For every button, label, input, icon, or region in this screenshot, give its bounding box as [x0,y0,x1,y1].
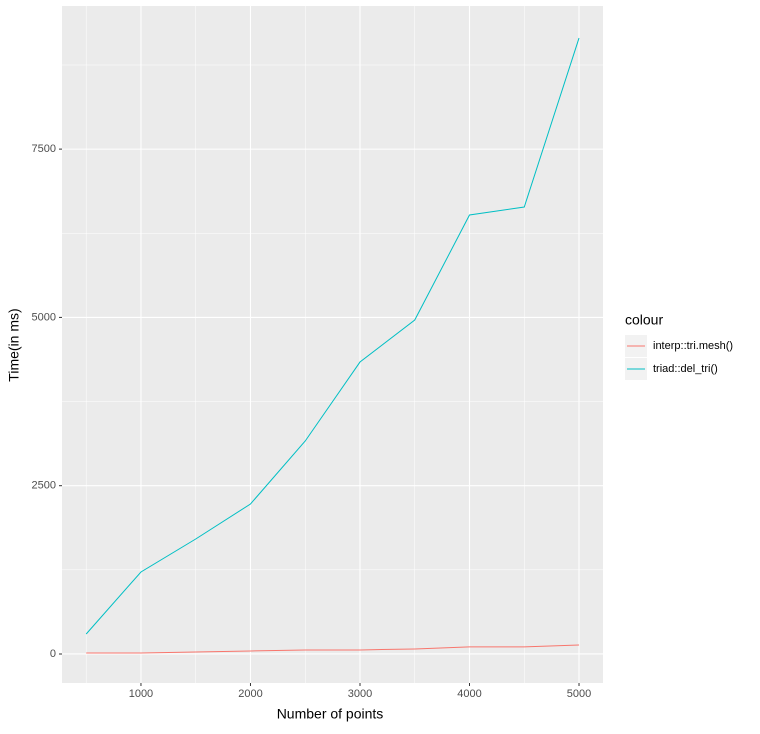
x-tick-label: 3000 [348,688,372,700]
legend-label: interp::tri.mesh() [653,340,733,352]
y-tick-label: 0 [50,648,56,660]
x-tick-label: 4000 [457,688,481,700]
y-tick-label: 5000 [32,311,56,323]
y-tick-label: 7500 [32,143,56,155]
series-line [86,644,580,654]
series-line [85,37,580,635]
x-axis-title: Number of points [277,706,384,722]
panel [62,6,603,683]
y-tick-label: 2500 [32,480,56,492]
x-tick-label: 2000 [238,688,262,700]
legend-title: colour [625,312,663,328]
x-tick-label: 1000 [129,688,153,700]
x-tick-label: 5000 [567,688,591,700]
y-axis-title: Time(in ms) [6,308,22,381]
legend-label: triad::del_tri() [653,363,718,375]
